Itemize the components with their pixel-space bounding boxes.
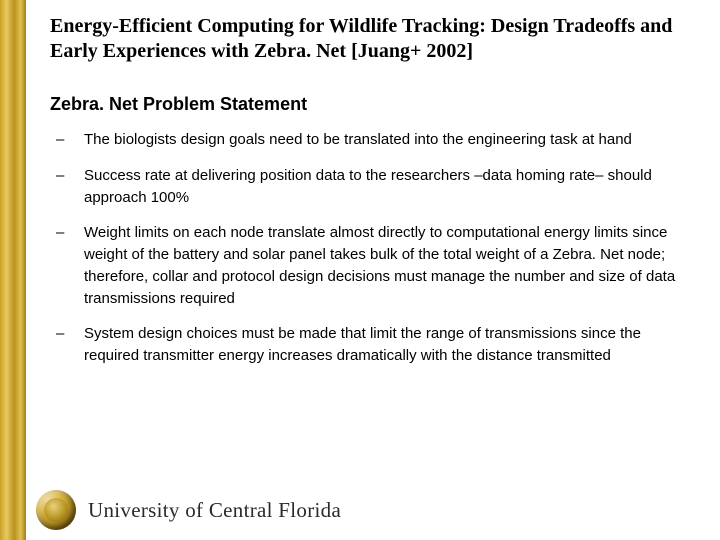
list-item: – The biologists design goals need to be…: [56, 129, 690, 151]
bullet-list: – The biologists design goals need to be…: [50, 129, 690, 367]
bullet-text: System design choices must be made that …: [84, 323, 690, 367]
bullet-text: Success rate at delivering position data…: [84, 165, 690, 209]
bullet-marker: –: [56, 165, 84, 187]
list-item: – System design choices must be made tha…: [56, 323, 690, 367]
list-item: – Weight limits on each node translate a…: [56, 222, 690, 309]
bullet-marker: –: [56, 222, 84, 244]
slide-content: Energy-Efficient Computing for Wildlife …: [50, 14, 690, 381]
bullet-text: The biologists design goals need to be t…: [84, 129, 632, 151]
bullet-text: Weight limits on each node translate alm…: [84, 222, 690, 309]
university-seal-icon: [36, 490, 76, 530]
gold-accent-bar: [0, 0, 26, 540]
list-item: – Success rate at delivering position da…: [56, 165, 690, 209]
slide-title: Energy-Efficient Computing for Wildlife …: [50, 14, 690, 64]
slide-subheading: Zebra. Net Problem Statement: [50, 94, 690, 115]
university-name: University of Central Florida: [88, 498, 341, 523]
bullet-marker: –: [56, 323, 84, 345]
bullet-marker: –: [56, 129, 84, 151]
slide-footer: University of Central Florida: [36, 490, 341, 530]
